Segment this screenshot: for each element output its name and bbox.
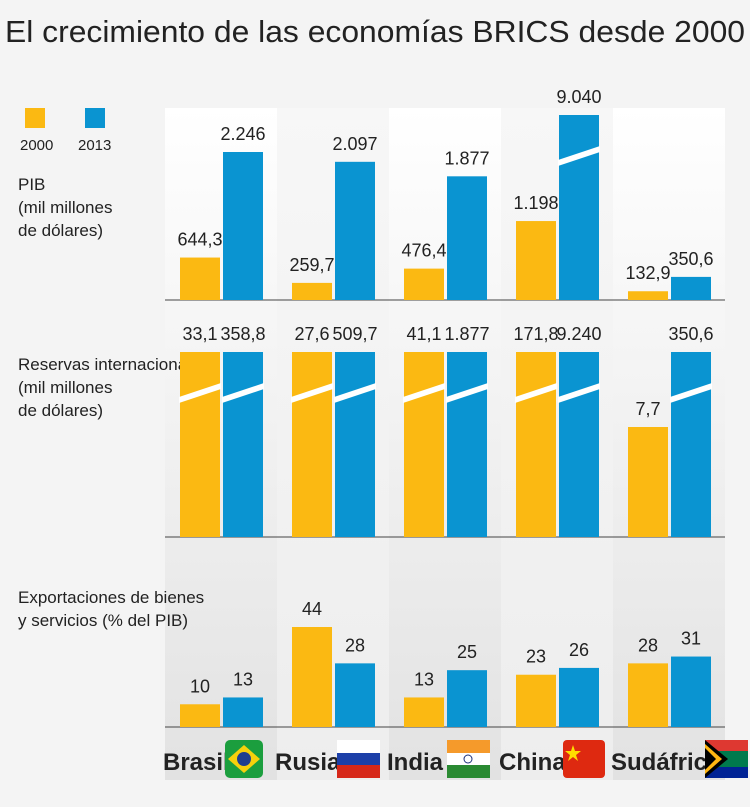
value-label: 13	[233, 669, 253, 689]
value-label: 27,6	[294, 324, 329, 344]
bar	[404, 268, 444, 300]
bar	[628, 427, 668, 537]
bar	[223, 152, 263, 300]
bar	[223, 352, 263, 537]
bar	[180, 257, 220, 300]
legend-swatch	[25, 108, 45, 128]
bar	[447, 176, 487, 300]
value-label: 2.097	[332, 134, 377, 154]
flag-sudafrica	[705, 740, 748, 778]
bar-break	[403, 383, 445, 403]
value-label: 28	[345, 635, 365, 655]
legend-label: 2000	[20, 137, 53, 154]
value-label: 259,7	[289, 255, 334, 275]
value-label: 644,3	[177, 230, 222, 250]
bar	[223, 697, 263, 727]
panel-label: de dólares)	[18, 221, 103, 240]
value-label: 28	[638, 635, 658, 655]
value-label: 9.040	[556, 87, 601, 107]
bar	[335, 663, 375, 727]
bar	[628, 291, 668, 300]
category-label: Brasil	[163, 749, 230, 776]
value-label: 350,6	[668, 324, 713, 344]
value-label: 171,8	[513, 324, 558, 344]
bar	[180, 704, 220, 727]
value-label: 9.240	[556, 324, 601, 344]
value-label: 358,8	[220, 324, 265, 344]
value-label: 1.877	[444, 148, 489, 168]
value-label: 7,7	[635, 399, 660, 419]
panel-label: y servicios (% del PIB)	[18, 611, 188, 630]
bar	[404, 697, 444, 727]
flag-india	[447, 740, 490, 778]
flag-china	[563, 740, 605, 778]
value-label: 2.246	[220, 124, 265, 144]
value-label: 26	[569, 640, 589, 660]
bar-break	[291, 383, 333, 403]
category-label: India	[387, 749, 444, 776]
value-label: 25	[457, 642, 477, 662]
value-label: 132,9	[625, 263, 670, 283]
panel-label: Exportaciones de bienes	[18, 588, 204, 607]
bar-break	[670, 383, 712, 403]
bar-break	[179, 383, 221, 403]
legend-label: 2013	[78, 137, 111, 154]
title: El crecimiento de las economías BRICS de…	[5, 14, 745, 49]
value-label: 13	[414, 669, 434, 689]
bar	[292, 282, 332, 300]
bar	[516, 352, 556, 537]
bar	[671, 352, 711, 537]
bar	[447, 352, 487, 537]
bar	[516, 221, 556, 300]
panel-label: Reservas internacionales	[18, 355, 209, 374]
panel-label: (mil millones	[18, 378, 112, 397]
bar	[447, 670, 487, 727]
bar	[559, 115, 599, 300]
bar	[292, 352, 332, 537]
bar-break	[334, 383, 376, 403]
value-label: 44	[302, 599, 322, 619]
flag-brasil	[225, 740, 263, 778]
category-label: Rusia	[275, 749, 341, 776]
value-label: 350,6	[668, 249, 713, 269]
category-label: Sudáfrica	[611, 749, 721, 776]
flags	[225, 740, 748, 778]
bar-break	[558, 383, 600, 403]
plot: 2000 2013 PIB (mil millones de dólares) 644,…	[18, 87, 725, 776]
value-label: 33,1	[182, 324, 217, 344]
value-label: 1.877	[444, 324, 489, 344]
bar	[671, 656, 711, 727]
bar-break	[515, 383, 557, 403]
panel-label: (mil millones	[18, 198, 112, 217]
value-label: 23	[526, 647, 546, 667]
bar-break	[446, 383, 488, 403]
value-label: 476,4	[401, 241, 446, 261]
value-label: 1.198	[513, 193, 558, 213]
bar	[516, 674, 556, 727]
panel-label: PIB	[18, 175, 45, 194]
bar	[292, 627, 332, 727]
legend-swatch	[85, 108, 105, 128]
bar	[180, 352, 220, 537]
panel-label: de dólares)	[18, 401, 103, 420]
value-label: 41,1	[406, 324, 441, 344]
bar	[671, 276, 711, 300]
bar	[559, 352, 599, 537]
value-label: 31	[681, 629, 701, 649]
bar	[404, 352, 444, 537]
bar-break	[558, 146, 600, 166]
bar	[335, 352, 375, 537]
flag-rusia	[337, 740, 380, 778]
value-label: 10	[190, 676, 210, 696]
bar-break	[222, 383, 264, 403]
bar	[559, 667, 599, 727]
category-label: China	[499, 749, 566, 776]
bar	[628, 663, 668, 727]
value-label: 509,7	[332, 324, 377, 344]
bar	[335, 161, 375, 300]
